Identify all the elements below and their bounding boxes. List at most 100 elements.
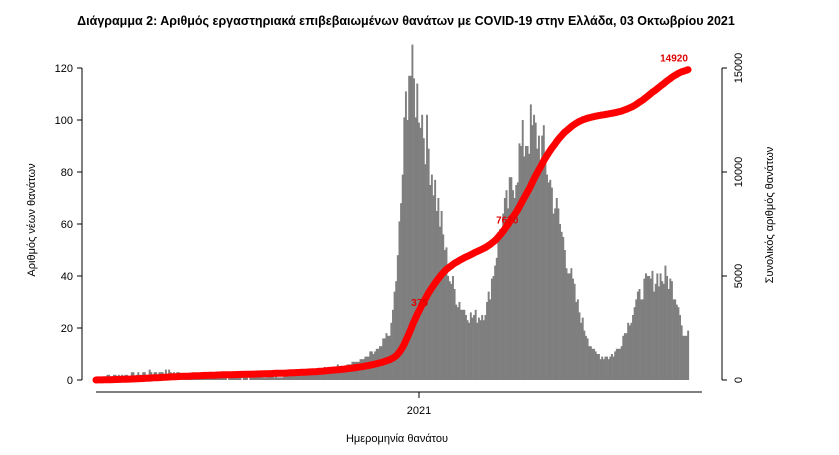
daily-death-bar xyxy=(555,198,558,380)
daily-death-bar xyxy=(262,377,265,380)
daily-death-bar xyxy=(325,369,328,380)
daily-death-bar xyxy=(390,322,393,380)
x-axis: 2021 xyxy=(96,391,702,417)
daily-death-bar xyxy=(413,78,416,381)
daily-death-bar xyxy=(672,299,675,380)
daily-death-bar xyxy=(546,174,549,380)
daily-death-bar xyxy=(633,307,636,380)
left-axis-tick-label: 40 xyxy=(61,271,73,283)
daily-death-bar xyxy=(492,276,495,380)
daily-death-bar xyxy=(270,374,273,380)
daily-death-bar xyxy=(518,143,521,380)
daily-death-bar xyxy=(646,276,649,380)
left-axis-tick-label: 120 xyxy=(55,63,73,75)
daily-deaths-bars xyxy=(95,44,690,381)
daily-death-bar xyxy=(464,315,467,380)
daily-death-bar xyxy=(312,372,315,380)
daily-death-bar xyxy=(414,117,417,381)
daily-death-bar xyxy=(589,346,592,380)
daily-death-bar xyxy=(288,374,291,380)
daily-death-bar xyxy=(570,268,573,380)
daily-death-bar xyxy=(338,369,341,380)
daily-death-bar xyxy=(640,299,643,380)
daily-death-bar xyxy=(597,354,600,380)
daily-death-bar xyxy=(544,153,547,380)
daily-death-bar xyxy=(443,250,446,380)
daily-death-bar xyxy=(521,120,524,380)
daily-death-bar xyxy=(679,315,682,380)
left-axis-tick-label: 20 xyxy=(61,323,73,335)
daily-death-bar xyxy=(529,104,532,381)
daily-death-bar xyxy=(357,361,360,380)
right-y-axis-label: Συνολικός αριθμός θανάτων xyxy=(764,146,776,283)
daily-death-bar xyxy=(617,348,620,380)
right-axis-tick-label: 15000 xyxy=(733,53,745,84)
daily-death-bar xyxy=(469,312,472,380)
daily-death-bar xyxy=(482,320,485,380)
cumulative-line xyxy=(92,66,692,384)
daily-death-bar xyxy=(500,234,503,380)
daily-death-bar xyxy=(268,374,271,380)
daily-death-bar xyxy=(474,309,477,380)
daily-death-bar xyxy=(489,299,492,380)
daily-death-bar xyxy=(505,190,508,380)
daily-death-bar xyxy=(585,335,587,380)
daily-death-bar xyxy=(396,255,399,380)
daily-death-bar xyxy=(250,377,253,380)
cumulative-annotation-label: 375 xyxy=(411,298,428,309)
cumulative-annotation-label: 7670 xyxy=(496,215,519,226)
daily-death-bar xyxy=(344,367,347,380)
daily-death-bar xyxy=(281,377,284,380)
daily-death-bar xyxy=(340,367,343,380)
daily-death-bar xyxy=(416,83,419,380)
daily-death-bar xyxy=(419,127,422,380)
daily-death-bar xyxy=(651,270,654,380)
daily-death-bar xyxy=(421,114,424,381)
daily-death-bar xyxy=(503,198,506,380)
daily-death-bar xyxy=(656,273,659,380)
daily-death-bar xyxy=(265,377,268,380)
daily-death-bar xyxy=(657,286,660,380)
right-axis-tick-label: 0 xyxy=(733,377,745,383)
daily-death-bar xyxy=(620,346,623,380)
daily-death-bar xyxy=(307,374,310,380)
daily-death-bar xyxy=(680,325,683,380)
daily-death-bar xyxy=(610,354,613,380)
daily-death-bar xyxy=(310,374,313,380)
daily-death-bar xyxy=(682,335,685,380)
daily-death-bar xyxy=(439,226,441,380)
daily-death-bar xyxy=(393,291,396,380)
daily-death-bar xyxy=(297,374,300,380)
daily-death-bar xyxy=(229,377,232,380)
daily-death-bar xyxy=(456,307,459,380)
daily-death-bar xyxy=(314,372,317,380)
x-axis-label: Ημερομηνία θανάτου xyxy=(346,433,448,445)
daily-death-bar xyxy=(573,283,576,380)
daily-death-bar xyxy=(675,304,678,380)
daily-death-bar xyxy=(523,156,526,380)
daily-death-bar xyxy=(224,377,227,380)
daily-death-bar xyxy=(497,231,500,380)
daily-death-bar xyxy=(687,330,690,380)
daily-death-bar xyxy=(643,278,646,380)
daily-death-bar xyxy=(520,146,523,380)
daily-death-bar xyxy=(283,374,286,380)
daily-death-bar xyxy=(458,302,461,380)
daily-death-bar xyxy=(335,369,338,380)
daily-death-bar xyxy=(463,309,466,380)
daily-death-bar xyxy=(435,211,438,380)
daily-death-bar xyxy=(563,250,566,380)
daily-death-bar xyxy=(542,125,545,380)
daily-death-bar xyxy=(429,185,432,380)
daily-death-bar xyxy=(233,377,235,380)
daily-death-bar xyxy=(645,273,647,380)
daily-death-bar xyxy=(562,237,565,380)
daily-death-bar xyxy=(385,333,388,380)
daily-death-bar xyxy=(278,377,281,380)
daily-death-bar xyxy=(622,335,625,380)
daily-death-bar xyxy=(406,120,409,380)
daily-death-bar xyxy=(486,302,488,380)
daily-death-bar xyxy=(596,354,599,380)
left-y-axis-label: Αριθμός νέων θανάτων xyxy=(26,163,38,277)
daily-death-bar xyxy=(246,377,248,380)
